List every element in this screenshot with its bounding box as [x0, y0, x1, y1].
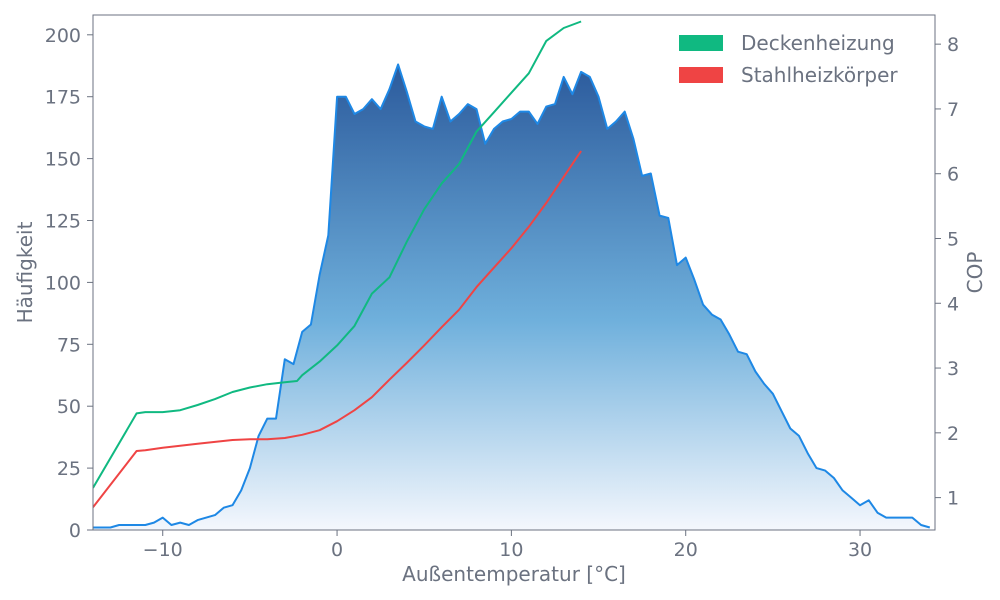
- y-left-tick-label: 200: [45, 25, 81, 47]
- legend-label-stahlheizkoerper: Stahlheizkörper: [741, 63, 898, 87]
- y-right-tick-label: 5: [947, 228, 959, 250]
- y-left-tick-label: 150: [45, 149, 81, 171]
- y-right-tick-label: 1: [947, 488, 959, 510]
- x-tick-label: −10: [143, 539, 183, 561]
- x-tick-label: 10: [499, 539, 523, 561]
- y-left-tick-label: 25: [57, 458, 81, 480]
- y-right-tick-label: 8: [947, 34, 959, 56]
- y-right-tick-label: 7: [947, 99, 959, 121]
- y-left-tick-label: 0: [69, 520, 81, 542]
- x-tick-label: 0: [331, 539, 343, 561]
- x-tick-label: 30: [848, 539, 872, 561]
- y-right-axis-title: COP: [963, 252, 987, 294]
- plot-frame: [92, 14, 936, 531]
- y-left-tick-label: 75: [57, 334, 81, 356]
- cop-line-stahlheizkoerper: [93, 150, 582, 508]
- y-right-tick-label: 4: [947, 293, 959, 315]
- y-right-tick-label: 6: [947, 164, 959, 186]
- frequency-line: [93, 63, 931, 529]
- legend-swatch-deckenheizung: [679, 35, 723, 51]
- y-left-axis-title: Häufigkeit: [13, 221, 37, 323]
- y-right-tick-label: 2: [947, 423, 959, 445]
- y-left-tick-label: 175: [45, 87, 81, 109]
- legend: Deckenheizung Stahlheizkörper: [679, 31, 898, 87]
- y-left-tick-label: 125: [45, 211, 81, 233]
- y-left-tick-label: 50: [57, 396, 81, 418]
- cop-line-deckenheizung: [93, 20, 582, 489]
- y-right-tick-label: 3: [947, 358, 959, 380]
- frequency-area: [93, 64, 930, 530]
- x-tick-label: 20: [674, 539, 698, 561]
- y-left-tick-label: 100: [45, 272, 81, 294]
- legend-swatch-stahlheizkoerper: [679, 67, 723, 83]
- x-axis-title: Außentemperatur [°C]: [402, 562, 626, 586]
- legend-label-deckenheizung: Deckenheizung: [741, 31, 895, 55]
